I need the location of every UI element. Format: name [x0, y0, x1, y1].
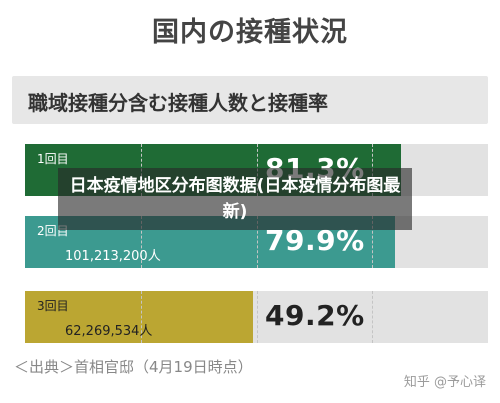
chart-subtitle: 職域接種分含む接種人数と接種率 — [28, 91, 328, 115]
grid-line — [140, 216, 142, 268]
grid-line — [256, 216, 258, 268]
grid-line — [140, 291, 142, 343]
bar-percent-dose-3: 49.2% — [265, 299, 365, 332]
bar-count-dose-3: 62,269,534人 — [65, 324, 153, 339]
bar-label-dose-3: 3回目 — [37, 299, 69, 313]
bar-fill-dose-3 — [25, 291, 253, 343]
bar-row-dose-3: 3回目 62,269,534人 49.2% — [25, 291, 488, 343]
watermark-text: 知乎 @予心译 — [403, 375, 486, 390]
overlay-banner: 日本疫情地区分布图数据(日本疫情分布图最新) — [58, 168, 412, 230]
bar-count-dose-2: 101,213,200人 — [65, 249, 161, 264]
grid-line — [372, 216, 374, 268]
bar-label-dose-1: 1回目 — [37, 152, 69, 166]
page-title: 国内の接種状況 — [152, 17, 348, 48]
subtitle-bar: 職域接種分含む接種人数と接種率 — [12, 76, 488, 124]
overlay-title: 日本疫情地区分布图数据(日本疫情分布图最新) — [69, 176, 401, 222]
grid-line — [372, 291, 374, 343]
source-note: ＜出典＞首相官邸（4月19日時点） — [14, 358, 253, 376]
grid-line — [256, 291, 258, 343]
